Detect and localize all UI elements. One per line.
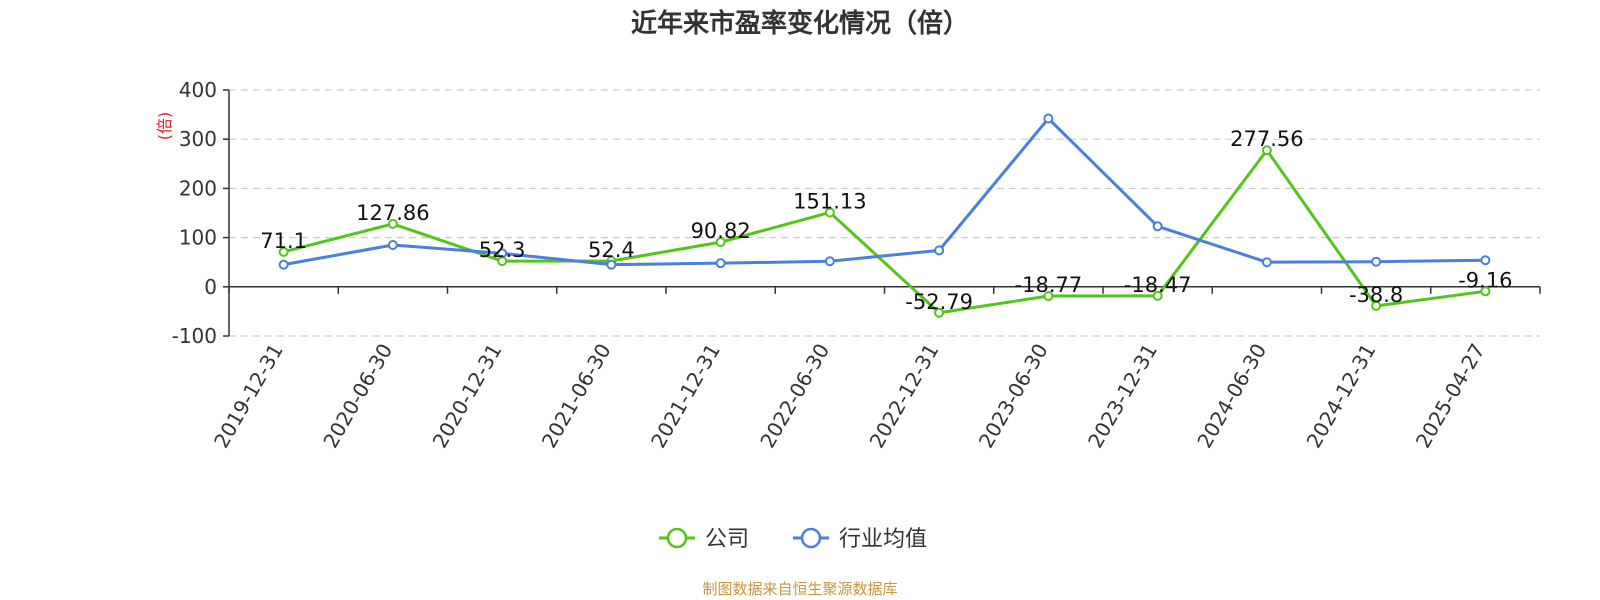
data-label: 90.82 [691,219,751,243]
data-point [715,258,726,269]
x-tick-label: 2021-06-30 [537,339,616,452]
x-tick-label: 2024-12-31 [1302,339,1381,452]
series-line-1 [283,148,1486,315]
data-point [606,259,617,270]
data-point [1043,113,1054,124]
x-tick-label: 2022-06-30 [755,339,834,452]
series-lines [278,113,1491,318]
x-tick-label: 2021-12-31 [646,339,725,452]
x-tick-label: 2022-12-31 [865,339,944,452]
legend-label: 公司 [705,527,749,552]
data-point [1261,257,1272,268]
x-tick-label: 2023-12-31 [1083,339,1162,452]
x-tick-label: 2024-06-30 [1192,339,1271,452]
y-tick-label: 300 [179,127,217,151]
x-tick-label: 2020-12-31 [428,339,507,452]
y-tick-label: 100 [179,226,217,250]
data-point [715,237,726,248]
data-point [1480,286,1491,297]
data-label: -18.77 [1015,273,1083,297]
data-point [1043,291,1054,302]
data-label: 277.56 [1230,127,1303,151]
data-point [1480,255,1491,266]
data-point [387,218,398,229]
legend-label: 行业均值 [839,527,927,552]
x-tick-label: 2023-06-30 [974,339,1053,452]
data-label: 151.13 [793,189,866,213]
data-point [824,256,835,267]
legend-item: 公司 [659,527,749,552]
grid-lines [229,89,1540,337]
series-line-2 [283,117,1486,267]
legend: 公司 行业均值 [659,527,927,552]
data-label: -9.16 [1458,268,1512,292]
data-point [934,245,945,256]
data-label: 71.1 [260,229,307,253]
data-point [278,259,289,270]
data-point [934,307,945,318]
data-point [1371,256,1382,267]
data-label: -18.47 [1124,273,1192,297]
data-point [1152,290,1163,301]
x-tick-label: 2020-06-30 [318,339,397,452]
axes: -100 0 100 200 300 400 2019-12-31 2020-06-30 202… [172,78,1541,452]
data-label: -38.8 [1349,283,1403,307]
y-tick-label: 400 [179,78,217,102]
legend-marker [800,527,822,549]
data-label: -52.79 [905,290,973,314]
footer-source: 制图数据来自恒生聚源数据库 [702,580,898,598]
data-point [497,248,508,259]
data-point [278,246,289,257]
chart-plot: -100 0 100 200 300 400 2019-12-31 2020-06-30 202… [155,78,1541,552]
data-point [824,207,835,218]
y-tick-label: -100 [172,324,217,348]
data-label: 52.3 [479,238,526,262]
data-point [387,239,398,250]
data-point [1261,145,1272,156]
data-point [1371,300,1382,311]
legend-item: 行业均值 [793,527,927,552]
data-point [1152,221,1163,232]
data-label: 52.4 [588,238,635,262]
x-tick-label: 2025-04-27 [1411,339,1490,452]
data-labels: 71.1 127.86 52.3 52.4 90.82 151.13 -52.79 -18.7… [260,127,1512,314]
x-tick-label: 2019-12-31 [209,339,288,452]
legend-marker [666,527,688,549]
data-label: 127.86 [356,201,429,225]
y-axis-label: (倍) [155,112,174,141]
chart-title: 近年来市盈率变化情况（倍） [630,9,969,39]
y-tick-label: 200 [179,176,217,200]
y-tick-label: 0 [204,275,217,299]
